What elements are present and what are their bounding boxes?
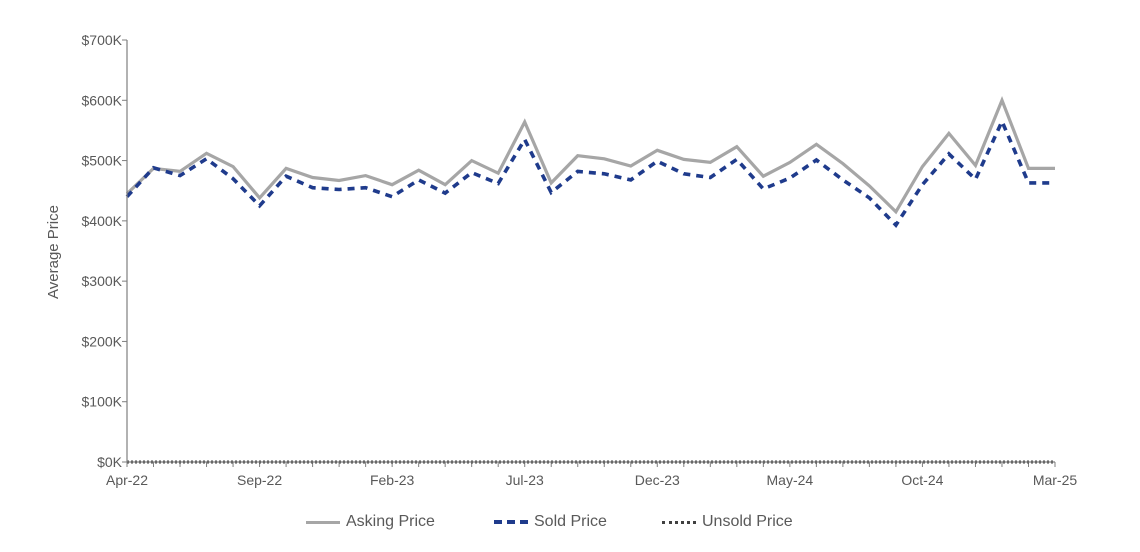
y-tick-label: $400K [82, 213, 123, 229]
series-line-asking-price [125, 95, 1055, 215]
line-chart: $0K $100K $200K $300K $400K $500K $600K $700K A… [45, 32, 1077, 488]
y-tick-label: $500K [82, 153, 123, 169]
x-tick-label: Oct-24 [901, 472, 943, 488]
x-tick-label: Sep-22 [237, 472, 282, 488]
series-layer [125, 95, 1055, 464]
x-tick-label: Dec-23 [635, 472, 680, 488]
x-tick-label: Apr-22 [106, 472, 148, 488]
y-tick-label: $0K [97, 454, 123, 470]
y-axis-ticks: $0K $100K $200K $300K $400K $500K $600K $700K [82, 32, 127, 470]
x-tick-label: Feb-23 [370, 472, 415, 488]
y-tick-label: $100K [82, 394, 123, 410]
legend-swatch-asking-price [306, 520, 340, 524]
x-tick-label: Jul-23 [506, 472, 544, 488]
series-line-sold-price [125, 116, 1055, 228]
legend-item-sold-price: Sold Price [494, 506, 607, 538]
y-tick-label: $600K [82, 92, 123, 108]
legend-swatch-sold-price [494, 520, 528, 524]
y-axis-title: Average Price [45, 205, 62, 299]
legend-swatch-unsold-price [662, 520, 696, 524]
legend-item-unsold-price: Unsold Price [662, 506, 793, 538]
y-tick-label: $300K [82, 273, 123, 289]
legend: Asking Price Sold Price Unsold Price [0, 506, 1140, 538]
y-tick-label: $200K [82, 333, 123, 349]
legend-label-unsold-price: Unsold Price [702, 513, 793, 530]
legend-item-asking-price: Asking Price [306, 506, 435, 538]
legend-label-asking-price: Asking Price [346, 513, 435, 530]
x-axis-ticks: Apr-22 Sep-22 Feb-23 Jul-23 Dec-23 May-24 Oct-… [106, 462, 1077, 488]
x-tick-label: Mar-25 [1033, 472, 1078, 488]
x-tick-label: May-24 [767, 472, 814, 488]
y-tick-label: $700K [82, 32, 123, 48]
legend-label-sold-price: Sold Price [534, 513, 607, 530]
